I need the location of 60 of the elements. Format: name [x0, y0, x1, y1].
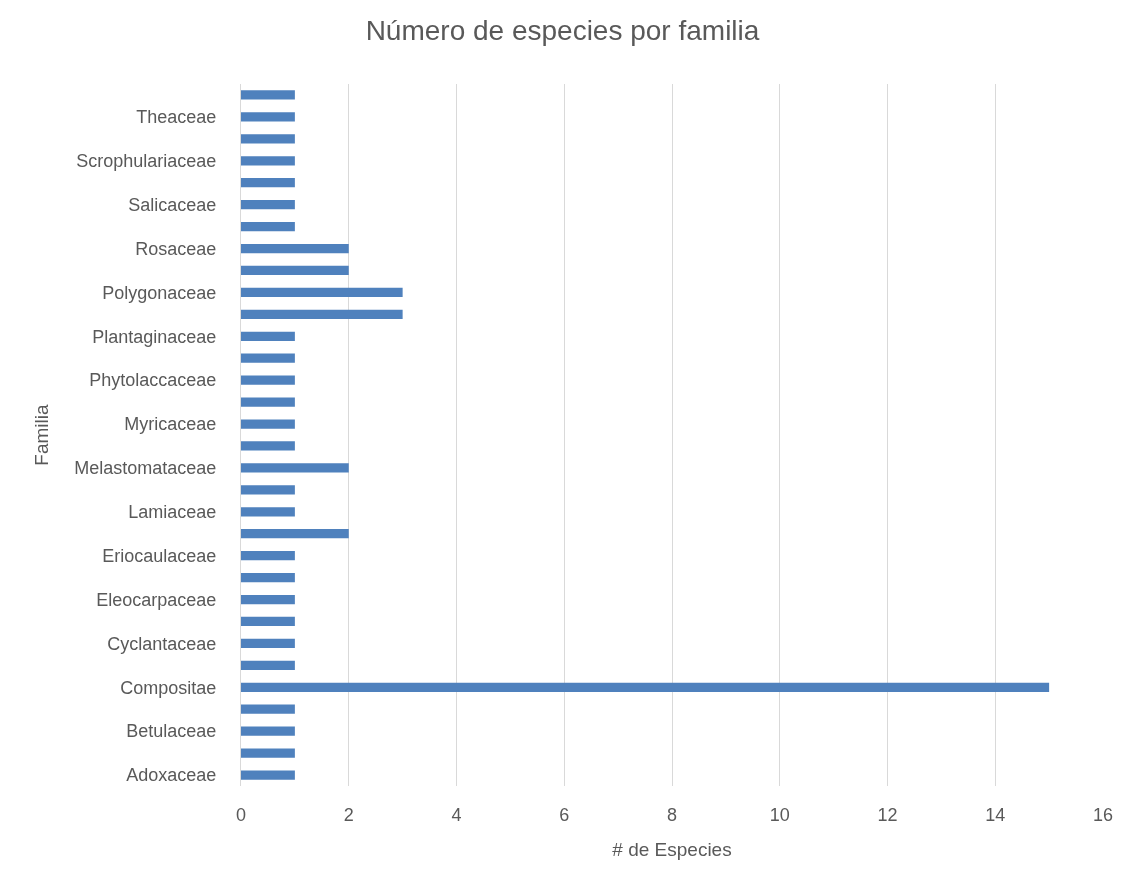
- bar: [241, 485, 295, 495]
- y-tick-label: Eriocaulaceae: [102, 545, 217, 566]
- x-tick-label: 2: [343, 805, 354, 825]
- bar: [241, 397, 295, 407]
- bar: [241, 594, 295, 605]
- y-tick-label: Polygonaceae: [102, 282, 217, 303]
- y-tick-label: Rosaceae: [135, 238, 217, 259]
- x-tick-label: 4: [451, 805, 462, 825]
- bar: [241, 243, 349, 254]
- x-axis-title: # de Especies: [612, 838, 732, 860]
- bar: [241, 90, 295, 100]
- bar: [241, 463, 349, 473]
- bar: [241, 660, 295, 670]
- x-tick-label: 10: [769, 805, 790, 825]
- y-tick-label: Adoxaceae: [126, 765, 217, 786]
- y-tick-label: Phytolaccaceae: [89, 370, 217, 391]
- chart-title: Número de especies por familia: [365, 15, 760, 47]
- bar: [241, 682, 1050, 692]
- y-tick-label: Compositae: [120, 677, 217, 698]
- bar: [241, 156, 295, 166]
- bar: [241, 331, 295, 341]
- y-tick-label: Plantaginaceae: [92, 326, 217, 347]
- bar: [241, 287, 403, 298]
- y-tick-label: Myricaceae: [124, 414, 217, 435]
- bar: [241, 748, 295, 758]
- y-tick-label: Melastomataceae: [74, 458, 217, 479]
- bar: [241, 221, 295, 232]
- bar: [241, 375, 295, 385]
- bar: [241, 134, 295, 144]
- y-tick-label: Scrophulariaceae: [76, 151, 217, 172]
- y-tick-label: Theaceae: [136, 107, 217, 128]
- y-tick-label: Salicaceae: [128, 194, 217, 215]
- bar: [241, 572, 295, 583]
- bar: [241, 507, 295, 517]
- bar: [241, 529, 349, 539]
- bar: [241, 178, 295, 188]
- bar: [241, 726, 295, 736]
- bar: [241, 265, 349, 276]
- y-tick-label: Lamiaceae: [128, 502, 217, 523]
- bar: [241, 112, 295, 122]
- bar: [241, 638, 295, 649]
- x-tick-label: 6: [559, 805, 570, 825]
- bar: [241, 441, 295, 451]
- x-tick-label: 8: [666, 805, 678, 825]
- bar: [241, 704, 295, 714]
- y-tick-label: Cyclantaceae: [107, 633, 217, 654]
- bar: [241, 616, 295, 627]
- x-tick-label: 0: [235, 805, 247, 825]
- bar: [241, 419, 295, 429]
- bar: [241, 551, 295, 561]
- bar: [241, 309, 403, 319]
- y-tick-label: Eleocarpaceae: [96, 589, 217, 610]
- y-tick-label: Betulaceae: [126, 721, 217, 742]
- x-tick-label: 16: [1092, 805, 1114, 825]
- x-tick-label: 14: [985, 805, 1006, 825]
- bar: [241, 200, 295, 210]
- bar: [241, 353, 295, 363]
- x-tick-label: 12: [877, 805, 898, 825]
- bar: [241, 770, 295, 780]
- y-axis-title: Familia: [31, 403, 53, 466]
